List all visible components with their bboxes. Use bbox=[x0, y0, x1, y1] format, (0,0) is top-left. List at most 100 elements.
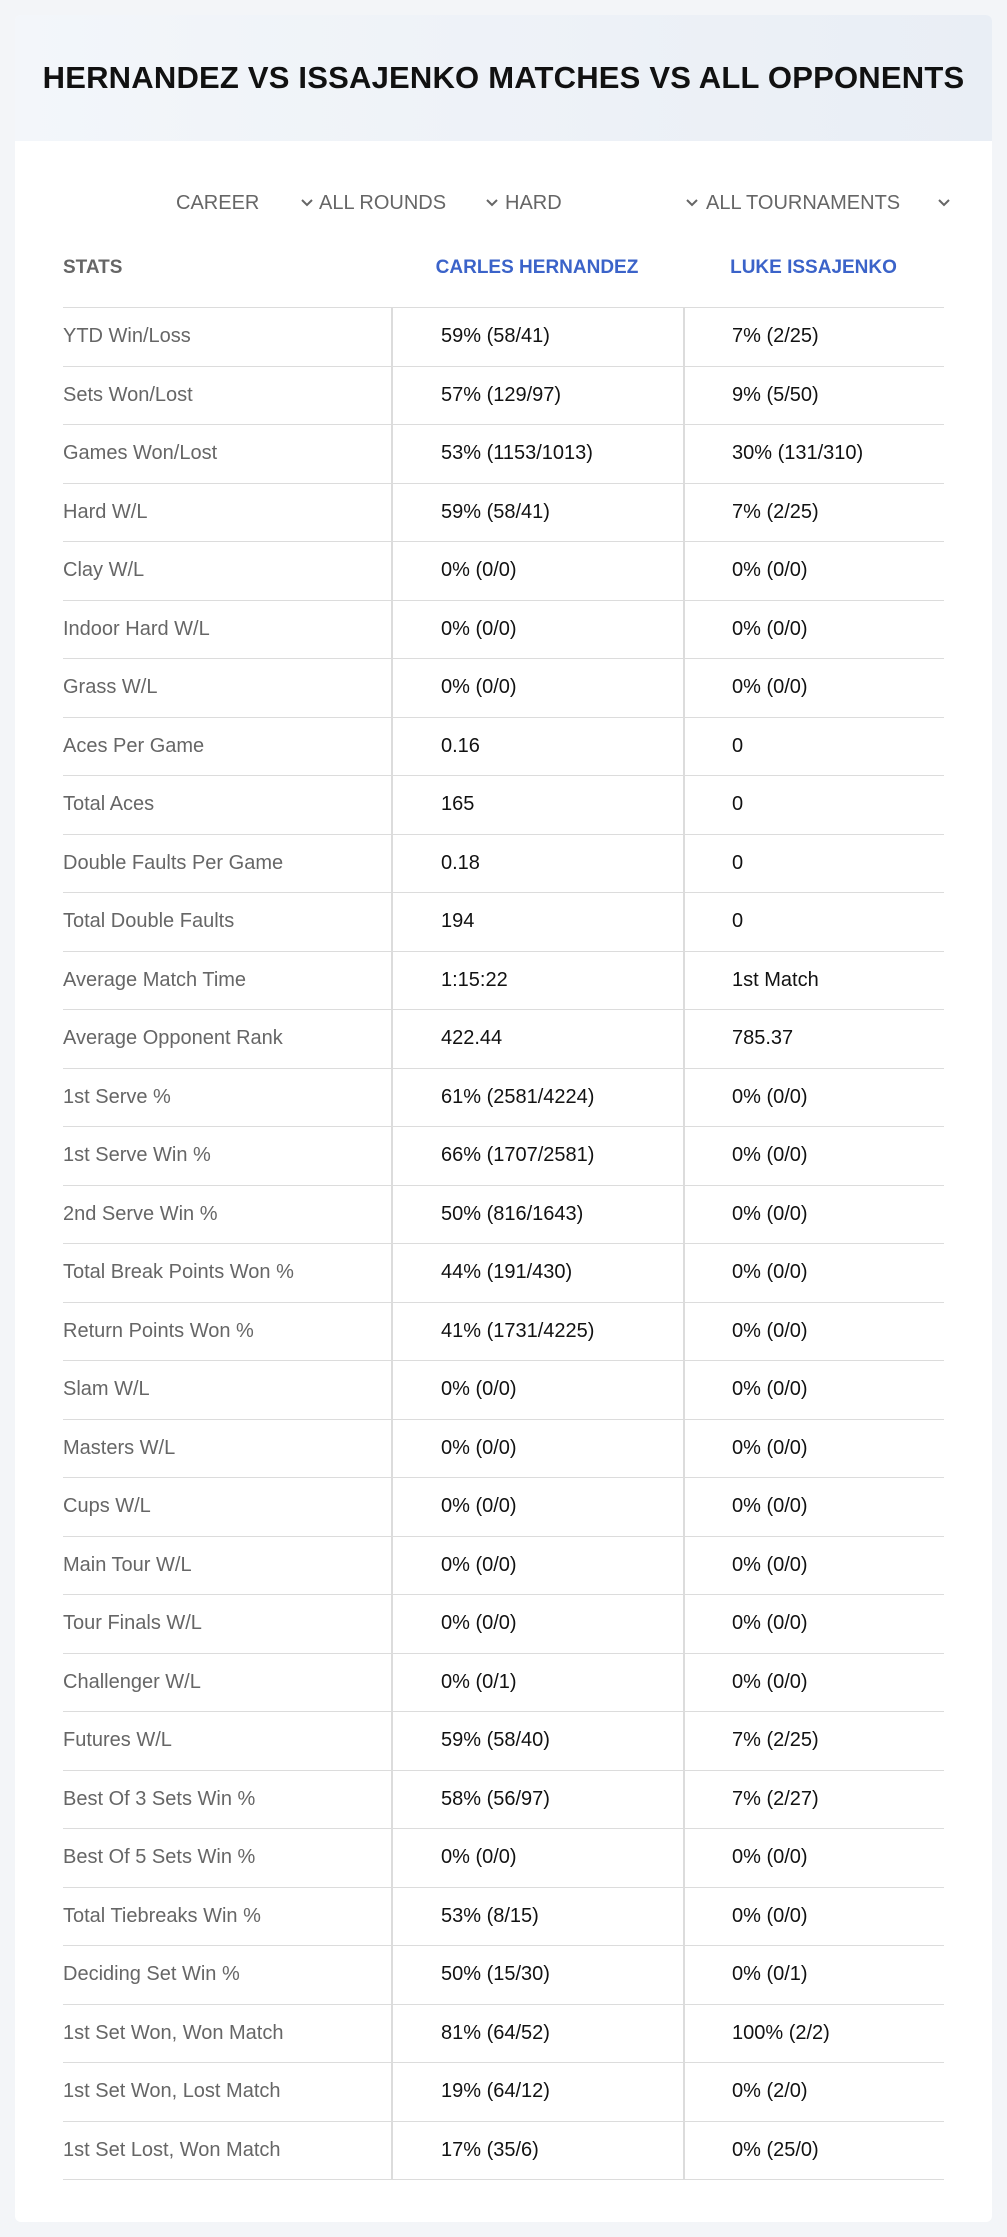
table-row: 1st Set Won, Won Match 81% (64/52) 100% (2… bbox=[63, 2004, 944, 2063]
player1-stat-value: 59% (58/41) bbox=[391, 483, 683, 541]
stat-label: Hard W/L bbox=[63, 500, 148, 523]
table-row: Hard W/L 59% (58/41) 7% (2/25) bbox=[63, 483, 944, 542]
stat-label: YTD Win/Loss bbox=[63, 325, 191, 348]
table-body: YTD Win/Loss 59% (58/41) 7% (2/25) Sets Won… bbox=[63, 308, 944, 2180]
stat-label: Clay W/L bbox=[63, 559, 145, 582]
player1-stat-value: 0% (0/0) bbox=[391, 1829, 683, 1887]
player2-stat-value: 0% (0/0) bbox=[683, 1185, 944, 1243]
player1-stat-value: 59% (58/40) bbox=[391, 1712, 683, 1770]
stats-column-header: STATS bbox=[63, 256, 123, 278]
table-row: Total Break Points Won % 44% (191/430) 0% … bbox=[63, 1244, 944, 1303]
table-row: Average Opponent Rank 422.44 785.37 bbox=[63, 1010, 944, 1069]
stats-card: HERNANDEZ VS ISSAJENKO MATCHES VS ALL OP… bbox=[15, 15, 992, 2222]
player1-stat-value: 0.16 bbox=[391, 717, 683, 775]
round-select-value: ALL ROUNDS bbox=[319, 191, 447, 214]
player1-stat-value: 66% (1707/2581) bbox=[391, 1127, 683, 1185]
tournament-select[interactable]: ALL TOURNAMENTS bbox=[706, 183, 951, 223]
table-row: Total Tiebreaks Win % 53% (8/15) 0% (0/0) bbox=[63, 1887, 944, 1946]
stat-label: Masters W/L bbox=[63, 1436, 176, 1459]
table-row: Double Faults Per Game 0.18 0 bbox=[63, 834, 944, 893]
table-row: Main Tour W/L 0% (0/0) 0% (0/0) bbox=[63, 1536, 944, 1595]
player2-stat-value: 0% (2/0) bbox=[683, 2063, 944, 2121]
table-row: Total Aces 165 0 bbox=[63, 776, 944, 835]
stat-label: 2nd Serve Win % bbox=[63, 1202, 218, 1225]
chevron-down-icon bbox=[686, 199, 698, 207]
player1-stat-value: 0% (0/0) bbox=[391, 659, 683, 717]
table-header: STATS CARLES HERNANDEZ LUKE ISSAJENKO bbox=[63, 228, 944, 308]
player1-stat-value: 0.18 bbox=[391, 834, 683, 892]
table-row: Tour Finals W/L 0% (0/0) 0% (0/0) bbox=[63, 1595, 944, 1654]
filter-bar: CAREER ALL ROUNDS HARD ALL TOURNAMENTS bbox=[15, 183, 992, 223]
stat-label: Total Tiebreaks Win % bbox=[63, 1904, 261, 1927]
player1-stat-value: 41% (1731/4225) bbox=[391, 1302, 683, 1360]
page-title: HERNANDEZ VS ISSAJENKO MATCHES VS ALL OP… bbox=[42, 60, 965, 95]
player1-column-header[interactable]: CARLES HERNANDEZ bbox=[435, 256, 639, 278]
player2-stat-value: 0% (0/0) bbox=[683, 1361, 944, 1419]
table-row: YTD Win/Loss 59% (58/41) 7% (2/25) bbox=[63, 308, 944, 367]
player2-stat-value: 0% (25/0) bbox=[683, 2121, 944, 2179]
player1-stat-value: 53% (1153/1013) bbox=[391, 425, 683, 483]
stat-label: Total Aces bbox=[63, 793, 155, 816]
round-select[interactable]: ALL ROUNDS bbox=[319, 183, 499, 223]
player2-stat-value: 0% (0/0) bbox=[683, 1536, 944, 1594]
stat-label: Cups W/L bbox=[63, 1495, 151, 1518]
player2-stat-value: 0% (0/0) bbox=[683, 659, 944, 717]
table-row: Best Of 3 Sets Win % 58% (56/97) 7% (2/27) bbox=[63, 1770, 944, 1829]
stat-label: Average Opponent Rank bbox=[63, 1027, 283, 1050]
player2-stat-value: 0% (0/0) bbox=[683, 1068, 944, 1126]
table-row: Futures W/L 59% (58/40) 7% (2/25) bbox=[63, 1712, 944, 1771]
player2-stat-value: 0% (0/0) bbox=[683, 1653, 944, 1711]
player1-stat-value: 19% (64/12) bbox=[391, 2063, 683, 2121]
stat-label: Indoor Hard W/L bbox=[63, 617, 210, 640]
table-row: Return Points Won % 41% (1731/4225) 0% (0/… bbox=[63, 1302, 944, 1361]
player1-stat-value: 0% (0/1) bbox=[391, 1653, 683, 1711]
player2-stat-value: 0% (0/0) bbox=[683, 1127, 944, 1185]
table-row: 1st Set Lost, Won Match 17% (35/6) 0% (25/… bbox=[63, 2121, 944, 2180]
player2-stat-value: 0 bbox=[683, 776, 944, 834]
player2-stat-value: 0% (0/0) bbox=[683, 1829, 944, 1887]
player1-stat-value: 59% (58/41) bbox=[391, 308, 683, 366]
table-row: 1st Set Won, Lost Match 19% (64/12) 0% (2/… bbox=[63, 2063, 944, 2122]
player1-stat-value: 422.44 bbox=[391, 1010, 683, 1068]
table-row: Cups W/L 0% (0/0) 0% (0/0) bbox=[63, 1478, 944, 1537]
table-row: Slam W/L 0% (0/0) 0% (0/0) bbox=[63, 1361, 944, 1420]
stat-label: 1st Set Won, Lost Match bbox=[63, 2080, 281, 2103]
tournament-select-value: ALL TOURNAMENTS bbox=[706, 191, 901, 214]
player2-stat-value: 0% (0/0) bbox=[683, 1244, 944, 1302]
table-row: Sets Won/Lost 57% (129/97) 9% (5/50) bbox=[63, 366, 944, 425]
stats-table: STATS CARLES HERNANDEZ LUKE ISSAJENKO YT… bbox=[63, 248, 944, 2200]
player2-stat-value: 0% (0/0) bbox=[683, 1887, 944, 1945]
table-row: Indoor Hard W/L 0% (0/0) 0% (0/0) bbox=[63, 600, 944, 659]
player1-stat-value: 81% (64/52) bbox=[391, 2004, 683, 2062]
stat-label: 1st Set Won, Won Match bbox=[63, 2021, 284, 2044]
player1-stat-value: 50% (816/1643) bbox=[391, 1185, 683, 1243]
surface-select[interactable]: HARD bbox=[505, 183, 699, 223]
player2-stat-value: 30% (131/310) bbox=[683, 425, 944, 483]
player1-stat-value: 50% (15/30) bbox=[391, 1946, 683, 2004]
table-row: Masters W/L 0% (0/0) 0% (0/0) bbox=[63, 1419, 944, 1478]
stat-label: Main Tour W/L bbox=[63, 1553, 192, 1576]
stat-label: Total Break Points Won % bbox=[63, 1261, 294, 1284]
player2-column-header[interactable]: LUKE ISSAJENKO bbox=[730, 256, 897, 278]
stat-label: Slam W/L bbox=[63, 1378, 150, 1401]
player1-stat-value: 1:15:22 bbox=[391, 951, 683, 1009]
table-row: Clay W/L 0% (0/0) 0% (0/0) bbox=[63, 542, 944, 601]
stat-label: Best Of 5 Sets Win % bbox=[63, 1846, 256, 1869]
page-header: HERNANDEZ VS ISSAJENKO MATCHES VS ALL OP… bbox=[15, 15, 992, 141]
player2-stat-value: 0% (0/0) bbox=[683, 1595, 944, 1653]
table-row: Deciding Set Win % 50% (15/30) 0% (0/1) bbox=[63, 1946, 944, 2005]
table-row: 1st Serve % 61% (2581/4224) 0% (0/0) bbox=[63, 1068, 944, 1127]
stat-label: 1st Serve % bbox=[63, 1085, 171, 1108]
player1-stat-value: 17% (35/6) bbox=[391, 2121, 683, 2179]
player2-stat-value: 0% (0/0) bbox=[683, 600, 944, 658]
player1-stat-value: 0% (0/0) bbox=[391, 1478, 683, 1536]
player2-stat-value: 0% (0/0) bbox=[683, 1419, 944, 1477]
table-row: Total Double Faults 194 0 bbox=[63, 893, 944, 952]
player2-stat-value: 7% (2/25) bbox=[683, 308, 944, 366]
player1-stat-value: 53% (8/15) bbox=[391, 1887, 683, 1945]
player2-stat-value: 7% (2/27) bbox=[683, 1770, 944, 1828]
player2-stat-value: 0% (0/1) bbox=[683, 1946, 944, 2004]
period-select[interactable]: CAREER bbox=[176, 183, 314, 223]
player1-stat-value: 61% (2581/4224) bbox=[391, 1068, 683, 1126]
table-row: Average Match Time 1:15:22 1st Match bbox=[63, 951, 944, 1010]
